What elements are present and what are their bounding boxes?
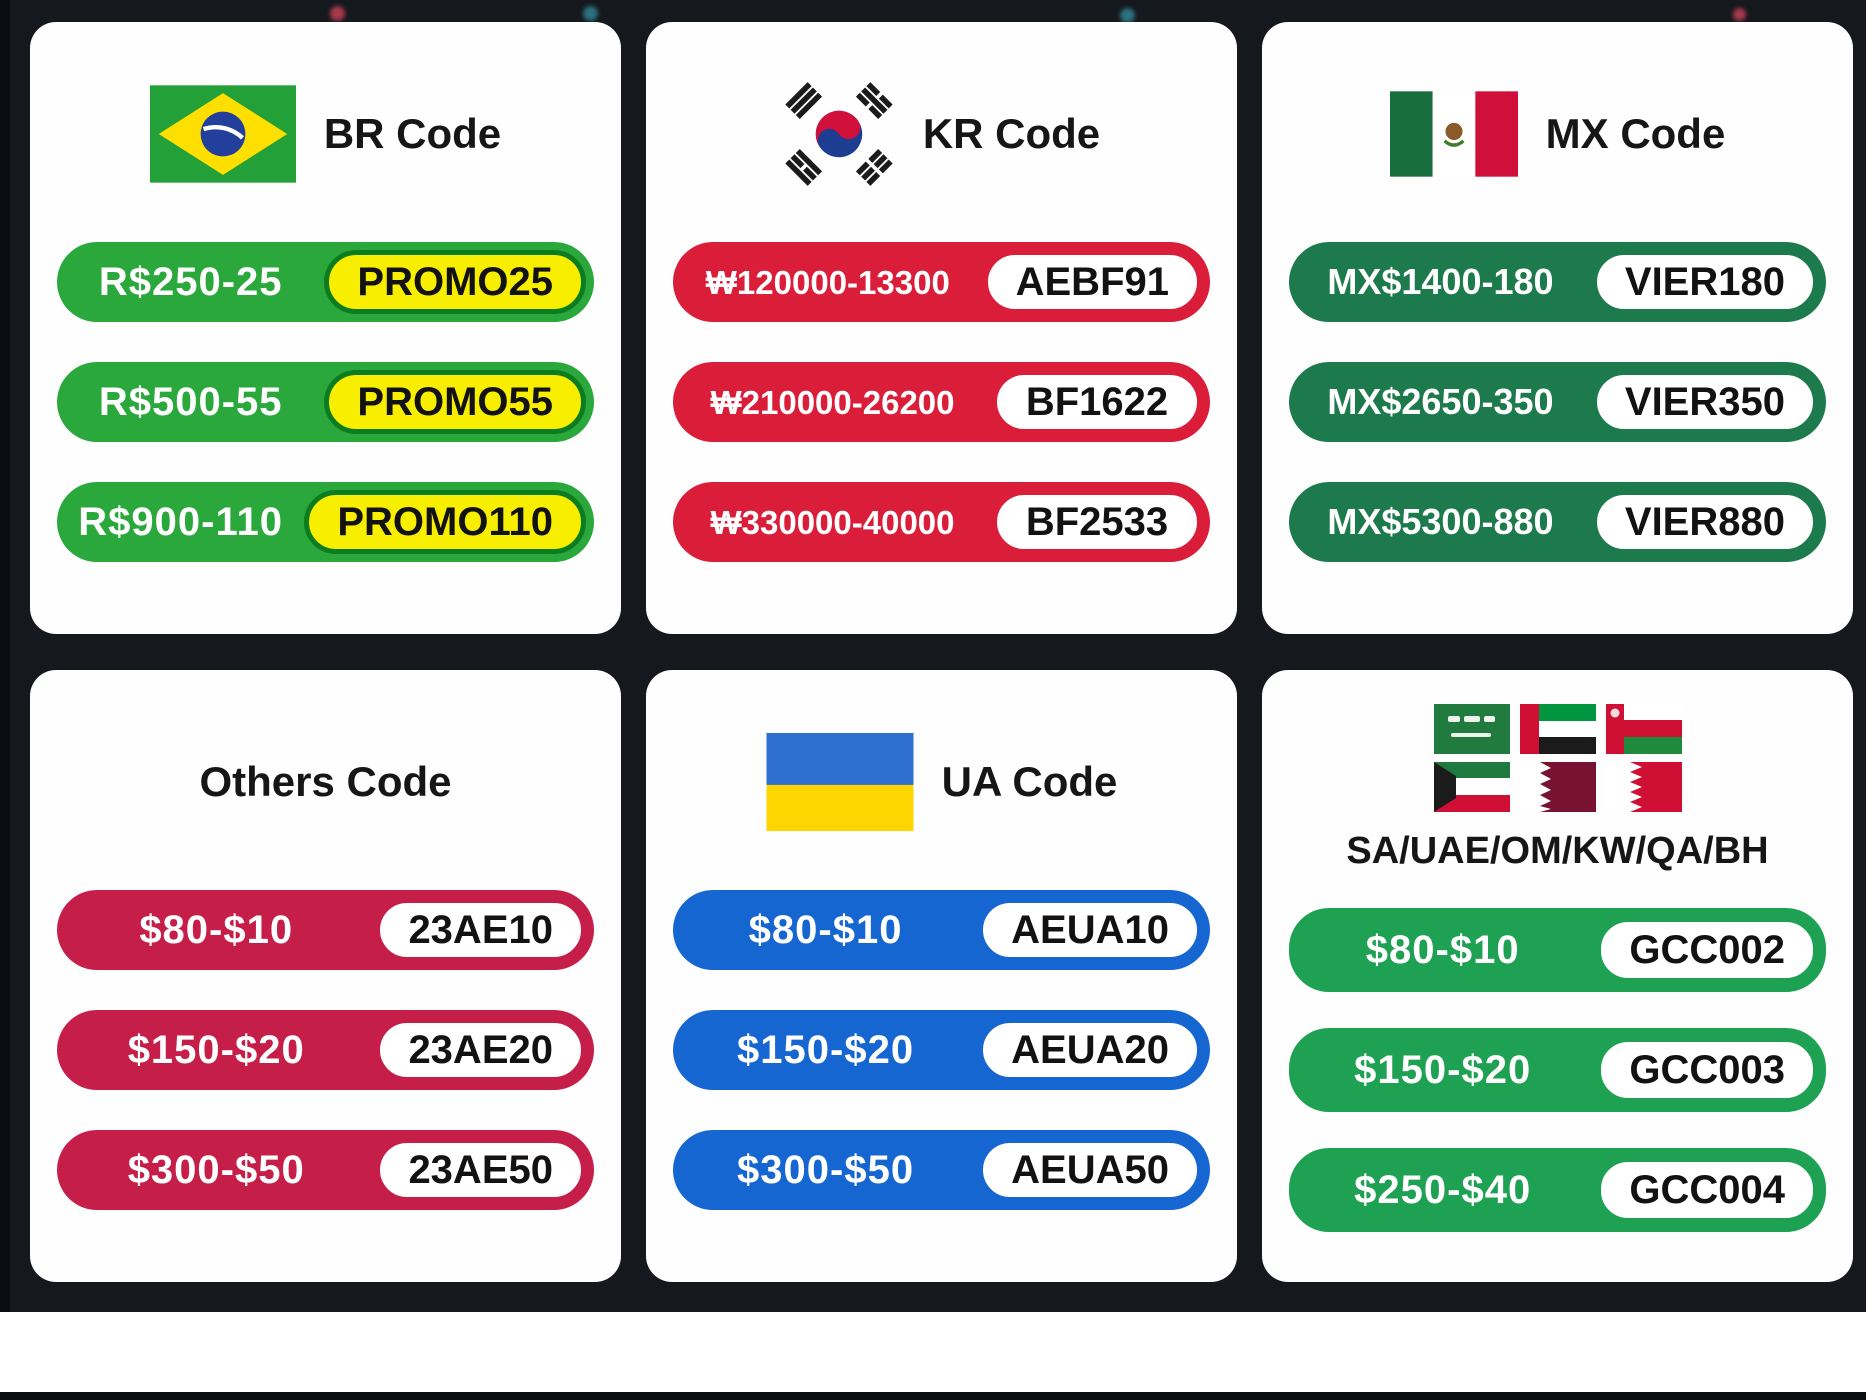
card-title: UA Code xyxy=(941,757,1118,805)
promo-code-badge: BF1622 xyxy=(992,370,1202,434)
kuwait-flag-icon xyxy=(1433,762,1510,812)
price-range-label: MX$5300-880 xyxy=(1327,501,1554,542)
promo-code-badge: GCC003 xyxy=(1596,1036,1818,1103)
promo-code-badge: PROMO110 xyxy=(304,490,586,554)
mexico-flag-icon xyxy=(1389,86,1518,182)
price-range-label: ₩330000-40000 xyxy=(710,503,955,541)
gcc-flags-group xyxy=(1433,704,1682,812)
promo-card-ua: UA Code $80-$10 AEUA10 $150-$20 AEUA20 $… xyxy=(646,670,1237,1282)
promo-code-badge: 23AE10 xyxy=(375,898,586,962)
price-range-label: $80-$10 xyxy=(748,908,903,952)
ukraine-flag-icon xyxy=(766,733,914,831)
promo-code-badge: 23AE20 xyxy=(375,1018,586,1082)
promo-row: $250-$40 GCC004 xyxy=(1289,1147,1826,1232)
promo-row: $150-$20 GCC003 xyxy=(1289,1027,1826,1112)
confetti-dot xyxy=(583,6,598,21)
qatar-flag-icon xyxy=(1519,762,1596,812)
price-range-label: R$500-55 xyxy=(98,380,283,424)
promo-card-mx: MX Code MX$1400-180 VIER180 MX$2650-350 … xyxy=(1262,22,1853,634)
promo-card-gcc: SA/UAE/OM/KW/QA/BH $80-$10 GCC002 $150-$… xyxy=(1262,670,1853,1282)
promo-code-badge: BF2533 xyxy=(992,490,1202,554)
promo-code-badge: PROMO55 xyxy=(324,370,586,434)
promo-row: R$900-110 PROMO110 xyxy=(57,482,594,562)
south-korea-flag-icon xyxy=(783,82,895,186)
promo-row: $300-$50 AEUA50 xyxy=(673,1130,1210,1210)
price-range-label: $300-$50 xyxy=(737,1148,915,1192)
promo-code-badge: 23AE50 xyxy=(375,1138,586,1202)
promo-cards-grid: BR Code R$250-25 PROMO25 R$500-55 PROMO5… xyxy=(30,22,1853,1282)
card-header: Others Code xyxy=(57,700,594,864)
promo-code-badge: AEUA10 xyxy=(978,898,1202,962)
promo-row: ₩120000-13300 AEBF91 xyxy=(673,242,1210,322)
card-title: Others Code xyxy=(199,757,452,805)
promo-code-badge: VIER180 xyxy=(1591,250,1818,314)
oman-flag-icon xyxy=(1605,704,1682,754)
price-range-label: ₩120000-13300 xyxy=(705,263,950,301)
promo-row: R$500-55 PROMO55 xyxy=(57,362,594,442)
promo-card-kr: KR Code ₩120000-13300 AEBF91 ₩210000-262… xyxy=(646,22,1237,634)
price-range-label: MX$2650-350 xyxy=(1327,381,1554,422)
bahrain-flag-icon xyxy=(1605,762,1682,812)
card-header: SA/UAE/OM/KW/QA/BH xyxy=(1289,700,1826,872)
promo-code-badge: AEUA20 xyxy=(978,1018,1202,1082)
card-header: KR Code xyxy=(673,52,1210,216)
price-range-label: $80-$10 xyxy=(1365,927,1520,972)
price-range-label: ₩210000-26200 xyxy=(710,383,955,421)
promo-row: ₩210000-26200 BF1622 xyxy=(673,362,1210,442)
card-title: KR Code xyxy=(922,109,1101,157)
promo-code-badge: GCC004 xyxy=(1596,1156,1818,1223)
promo-row: ₩330000-40000 BF2533 xyxy=(673,482,1210,562)
price-range-label: R$250-25 xyxy=(98,260,283,304)
price-range-label: $150-$20 xyxy=(127,1028,305,1072)
confetti-dot xyxy=(1120,8,1135,23)
promo-code-badge: AEBF91 xyxy=(982,250,1202,314)
price-range-label: $250-$40 xyxy=(1354,1167,1532,1212)
card-title: BR Code xyxy=(323,109,502,157)
price-range-label: $150-$20 xyxy=(1354,1047,1532,1092)
promo-row: MX$1400-180 VIER180 xyxy=(1289,242,1826,322)
promo-row: R$250-25 PROMO25 xyxy=(57,242,594,322)
price-range-label: R$900-110 xyxy=(78,500,284,544)
promo-code-badge: VIER350 xyxy=(1591,370,1818,434)
uae-flag-icon xyxy=(1519,704,1596,754)
promo-code-badge: GCC002 xyxy=(1596,916,1818,983)
promo-row: MX$5300-880 VIER880 xyxy=(1289,482,1826,562)
left-edge-strip xyxy=(0,0,10,1312)
promo-code-badge: PROMO25 xyxy=(324,250,586,314)
promo-row: $300-$50 23AE50 xyxy=(57,1130,594,1210)
confetti-dot xyxy=(330,6,345,21)
promo-code-badge: VIER880 xyxy=(1591,490,1818,554)
promo-row: MX$2650-350 VIER350 xyxy=(1289,362,1826,442)
promo-row: $80-$10 23AE10 xyxy=(57,890,594,970)
card-title: SA/UAE/OM/KW/QA/BH xyxy=(1346,830,1769,872)
promo-row: $150-$20 23AE20 xyxy=(57,1010,594,1090)
promo-card-br: BR Code R$250-25 PROMO25 R$500-55 PROMO5… xyxy=(30,22,621,634)
price-range-label: MX$1400-180 xyxy=(1327,261,1554,302)
card-header: UA Code xyxy=(673,700,1210,864)
promo-code-badge: AEUA50 xyxy=(978,1138,1202,1202)
price-range-label: $80-$10 xyxy=(139,908,294,952)
bottom-bar xyxy=(0,1392,1866,1400)
price-range-label: $300-$50 xyxy=(127,1148,305,1192)
confetti-dot xyxy=(1733,8,1746,21)
promo-card-others: Others Code $80-$10 23AE10 $150-$20 23AE… xyxy=(30,670,621,1282)
promo-row: $80-$10 AEUA10 xyxy=(673,890,1210,970)
card-header: BR Code xyxy=(57,52,594,216)
promo-row: $150-$20 AEUA20 xyxy=(673,1010,1210,1090)
promo-row: $80-$10 GCC002 xyxy=(1289,907,1826,992)
brazil-flag-icon xyxy=(149,85,296,183)
card-title: MX Code xyxy=(1545,109,1726,157)
saudi-arabia-flag-icon xyxy=(1433,704,1510,754)
card-header: MX Code xyxy=(1289,52,1826,216)
price-range-label: $150-$20 xyxy=(737,1028,915,1072)
